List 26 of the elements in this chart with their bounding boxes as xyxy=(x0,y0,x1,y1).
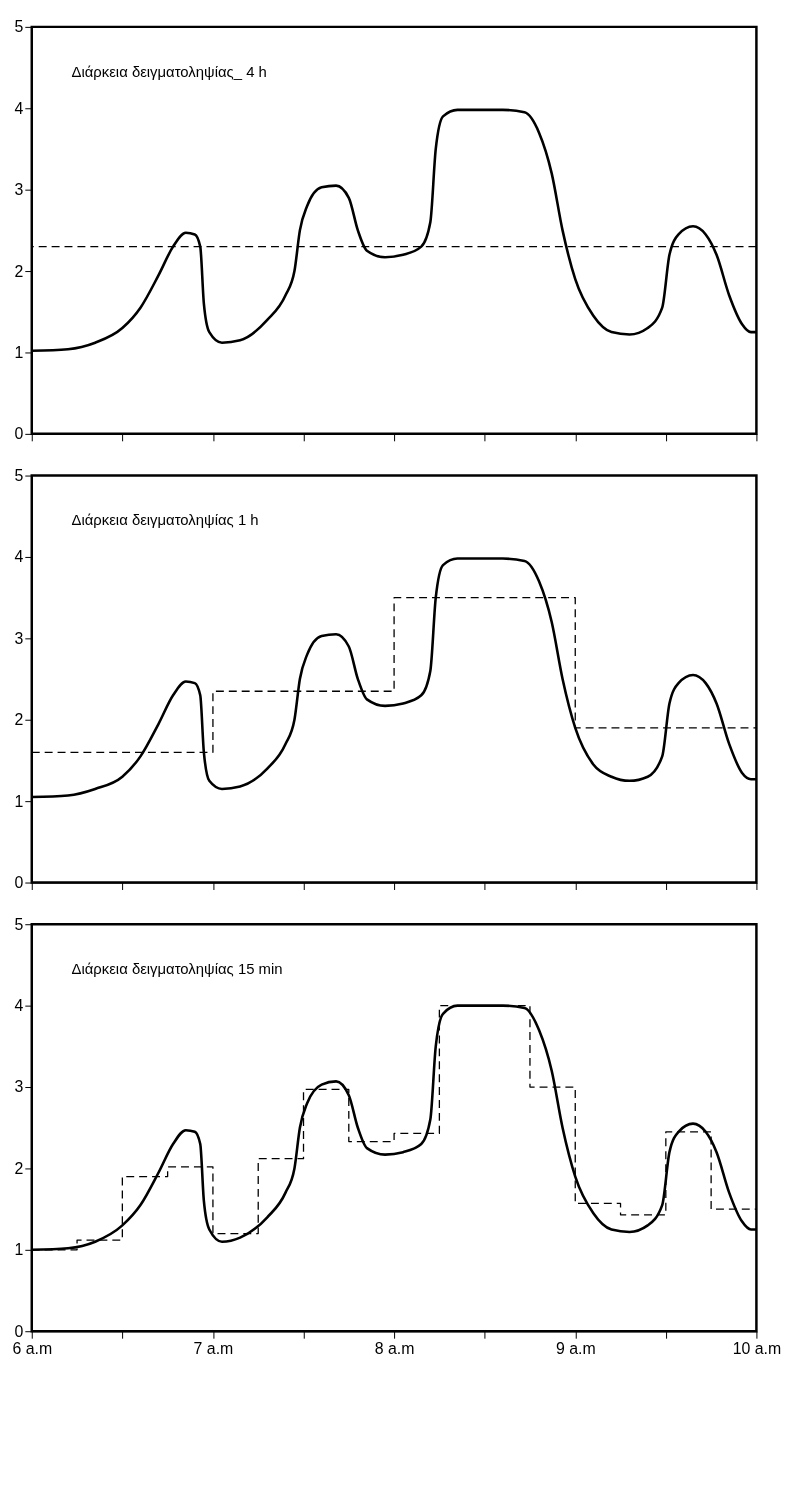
y-tick-label: 0 xyxy=(14,425,24,443)
y-tick-label: 4 xyxy=(14,99,24,117)
x-tick-label: 10 a.m xyxy=(732,1339,782,1357)
x-tick-label: 6 a.m xyxy=(12,1339,53,1357)
y-tick-label: 2 xyxy=(14,1159,24,1177)
y-tick-label: 0 xyxy=(14,874,24,891)
y-tick-label: 1 xyxy=(14,343,24,361)
y-tick-label: 4 xyxy=(14,548,24,566)
x-tick-label: 9 a.m xyxy=(555,1339,596,1357)
x-tick-label: 7 a.m xyxy=(193,1339,234,1357)
x-tick-label: 8 a.m xyxy=(374,1339,415,1357)
y-tick-label: 3 xyxy=(14,629,24,647)
y-tick-label: 1 xyxy=(14,1241,24,1259)
annotation: Διάρκεια δειγματοληψίας 15 min xyxy=(71,960,283,977)
y-tick-label: 5 xyxy=(14,467,24,485)
y-tick-label: 2 xyxy=(14,711,24,729)
y-tick-label: 0 xyxy=(14,1322,24,1340)
y-tick-label: 1 xyxy=(14,792,24,810)
y-tick-label: 5 xyxy=(14,915,24,933)
annotation: Διάρκεια δειγματοληψίας_ 4 h xyxy=(71,63,267,80)
y-tick-label: 4 xyxy=(14,997,24,1015)
y-tick-label: 2 xyxy=(14,262,24,280)
annotation: Διάρκεια δειγματοληψίας 1 h xyxy=(71,512,259,529)
y-tick-label: 5 xyxy=(14,18,24,36)
y-tick-label: 3 xyxy=(14,181,24,199)
y-tick-label: 3 xyxy=(14,1078,24,1096)
